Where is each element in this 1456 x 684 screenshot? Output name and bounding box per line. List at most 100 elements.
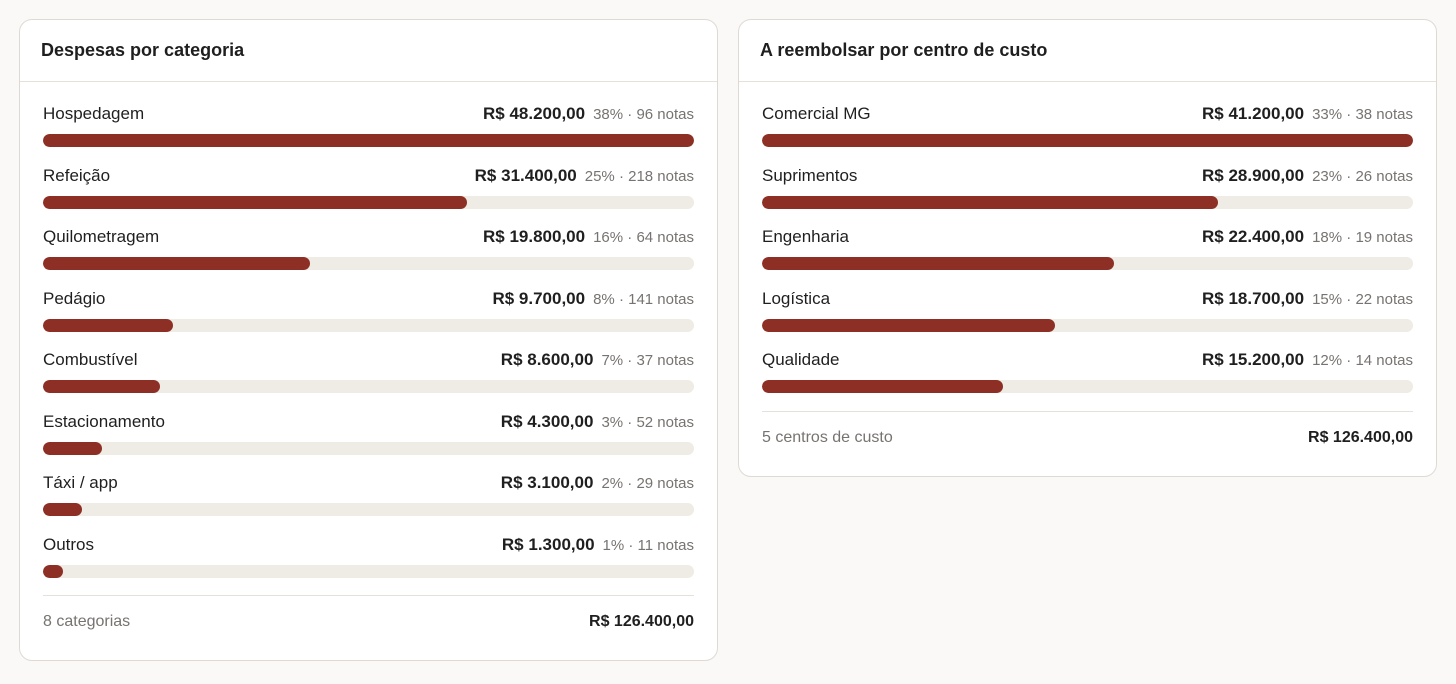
row-header: Suprimentos R$ 28.900,00 23% · 26 notas <box>762 166 1413 186</box>
breakdown-row: Outros R$ 1.300,00 1% · 11 notas <box>43 513 694 578</box>
row-figures: R$ 4.300,00 3% · 52 notas <box>501 412 694 432</box>
row-amount: R$ 48.200,00 <box>483 104 586 123</box>
row-share-count: 25% · 218 notas <box>584 167 694 185</box>
divider <box>762 410 1413 412</box>
breakdown-row: Refeição R$ 31.400,00 25% · 218 notas <box>43 144 694 209</box>
row-figures: R$ 28.900,00 23% · 26 notas <box>1202 166 1413 186</box>
row-amount: R$ 19.800,00 <box>483 227 586 246</box>
cost-center-card: A reembolsar por centro de custo Comerci… <box>738 19 1437 477</box>
row-label: Estacionamento <box>43 411 165 431</box>
row-header: Táxi / app R$ 3.100,00 2% · 29 notas <box>43 473 694 493</box>
row-label: Comercial MG <box>762 104 871 123</box>
row-amount: R$ 1.300,00 <box>501 534 595 554</box>
row-header: Estacionamento R$ 4.300,00 3% · 52 notas <box>43 412 694 432</box>
progress-fill <box>43 441 102 455</box>
row-amount: R$ 9.700,00 <box>492 288 586 308</box>
row-amount: R$ 8.600,00 <box>500 350 594 369</box>
row-amount: R$ 3.100,00 <box>500 473 594 492</box>
progress-track <box>43 564 694 578</box>
category-count: 8 categorias <box>43 613 131 630</box>
row-figures: R$ 48.200,00 38% · 96 notas <box>483 104 694 124</box>
row-label: Táxi / app <box>43 473 118 492</box>
breakdown-row: Engenharia R$ 22.400,00 18% · 19 notas <box>762 205 1413 270</box>
row-figures: R$ 15.200,00 12% · 14 notas <box>1202 350 1413 370</box>
row-header: Pedágio R$ 9.700,00 8% · 141 notas <box>43 289 694 309</box>
progress-fill <box>43 134 694 147</box>
cost-center-list: Comercial MG R$ 41.200,00 33% · 38 notas Su… <box>739 82 1436 393</box>
progress-fill <box>43 257 310 270</box>
progress-track <box>762 195 1413 209</box>
category-list: Hospedagem R$ 48.200,00 38% · 96 notas Refe… <box>20 82 717 578</box>
row-figures: R$ 22.400,00 18% · 19 notas <box>1202 227 1413 247</box>
progress-track <box>43 441 694 455</box>
row-header: Qualidade R$ 15.200,00 12% · 14 notas <box>762 350 1413 370</box>
row-share-count: 7% · 37 notas <box>601 352 694 369</box>
row-share-count: 3% · 52 notas <box>601 413 694 431</box>
row-share-count: 2% · 29 notas <box>601 475 694 492</box>
progress-track <box>43 380 694 393</box>
progress-track <box>762 380 1413 393</box>
row-header: Combustível R$ 8.600,00 7% · 37 notas <box>43 350 694 370</box>
progress-fill <box>43 380 161 393</box>
row-share-count: 16% · 64 notas <box>593 229 694 246</box>
category-total: R$ 126.400,00 <box>589 613 694 630</box>
row-label: Qualidade <box>762 350 840 369</box>
row-amount: R$ 4.300,00 <box>500 411 594 431</box>
progress-track <box>762 257 1413 270</box>
row-amount: R$ 15.200,00 <box>1202 350 1305 369</box>
row-share-count: 12% · 14 notas <box>1312 352 1413 369</box>
progress-fill <box>762 134 1413 147</box>
breakdown-row: Logística R$ 18.700,00 15% · 22 notas <box>762 267 1413 332</box>
row-label: Quilometragem <box>43 227 160 246</box>
row-header: Outros R$ 1.300,00 1% · 11 notas <box>43 535 694 555</box>
progress-fill <box>762 380 1003 393</box>
progress-track <box>43 195 694 209</box>
card-header: Despesas por categoria <box>20 20 717 82</box>
progress-fill <box>43 318 174 332</box>
row-label: Hospedagem <box>43 104 145 123</box>
category-expenses-card: Despesas por categoria Hospedagem R$ 48.2… <box>19 19 718 661</box>
row-figures: R$ 19.800,00 16% · 64 notas <box>483 227 694 247</box>
progress-track <box>762 134 1413 147</box>
progress-track <box>43 257 694 270</box>
breakdown-row: Táxi / app R$ 3.100,00 2% · 29 notas <box>43 451 694 516</box>
progress-track <box>43 134 694 147</box>
row-figures: R$ 9.700,00 8% · 141 notas <box>492 289 694 309</box>
cost-center-total: R$ 126.400,00 <box>1308 428 1413 446</box>
progress-fill <box>762 195 1218 209</box>
row-label: Engenharia <box>762 227 849 246</box>
row-header: Engenharia R$ 22.400,00 18% · 19 notas <box>762 227 1413 247</box>
row-header: Quilometragem R$ 19.800,00 16% · 64 notas <box>43 227 694 247</box>
row-figures: R$ 31.400,00 25% · 218 notas <box>475 166 694 186</box>
card-title: Despesas por categoria <box>41 40 245 60</box>
progress-fill <box>762 318 1055 332</box>
row-header: Hospedagem R$ 48.200,00 38% · 96 notas <box>43 104 694 124</box>
card-footer: 5 centros de custo R$ 126.400,00 <box>739 412 1436 464</box>
row-label: Pedágio <box>43 288 106 308</box>
row-figures: R$ 3.100,00 2% · 29 notas <box>501 473 694 493</box>
row-label: Logística <box>762 288 831 308</box>
row-share-count: 38% · 96 notas <box>593 106 694 123</box>
breakdown-row: Suprimentos R$ 28.900,00 23% · 26 notas <box>762 144 1413 209</box>
row-amount: R$ 18.700,00 <box>1202 288 1305 308</box>
row-amount: R$ 22.400,00 <box>1202 227 1305 246</box>
divider <box>43 595 694 596</box>
row-share-count: 23% · 26 notas <box>1312 167 1413 185</box>
cost-center-count: 5 centros de custo <box>762 428 893 446</box>
card-title: A reembolsar por centro de custo <box>760 40 1048 60</box>
row-label: Refeição <box>43 165 111 185</box>
row-header: Logística R$ 18.700,00 15% · 22 notas <box>762 289 1413 309</box>
breakdown-row: Comercial MG R$ 41.200,00 33% · 38 notas <box>762 82 1413 147</box>
row-header: Comercial MG R$ 41.200,00 33% · 38 notas <box>762 104 1413 124</box>
progress-track <box>43 318 694 332</box>
breakdown-row: Estacionamento R$ 4.300,00 3% · 52 notas <box>43 390 694 455</box>
progress-fill <box>43 503 83 516</box>
row-share-count: 15% · 22 notas <box>1312 290 1413 308</box>
progress-track <box>43 503 694 516</box>
breakdown-row: Qualidade R$ 15.200,00 12% · 14 notas <box>762 328 1413 393</box>
row-figures: R$ 41.200,00 33% · 38 notas <box>1202 104 1413 124</box>
row-label: Combustível <box>43 350 138 369</box>
row-share-count: 1% · 11 notas <box>602 536 694 554</box>
row-share-count: 18% · 19 notas <box>1312 229 1413 246</box>
